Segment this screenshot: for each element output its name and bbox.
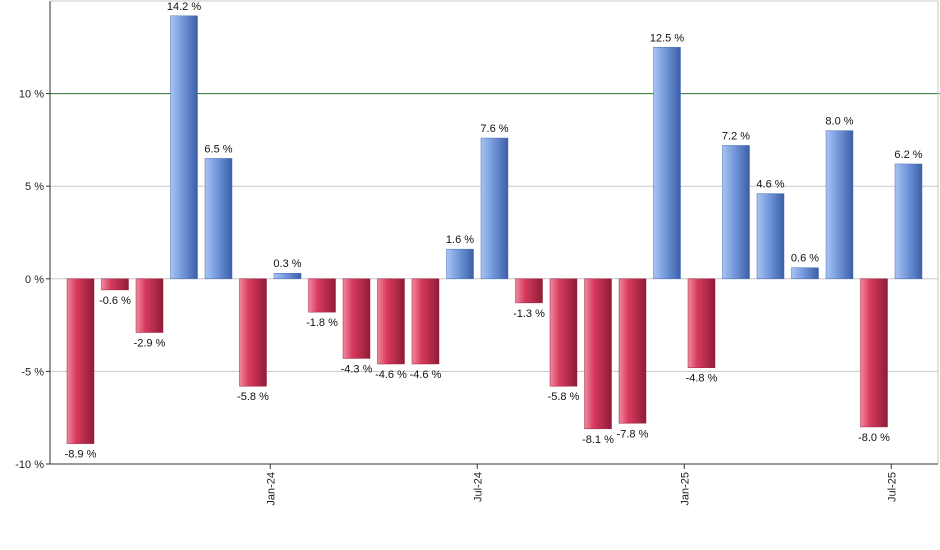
y-tick-label: -5 % [21, 366, 44, 378]
bar [860, 278, 888, 428]
x-tick-label: Jul-24 [472, 472, 484, 502]
y-tick-label: 10 % [19, 89, 44, 101]
data-label: -8.9 % [65, 449, 97, 461]
bar [66, 278, 95, 444]
data-label: 0.3 % [273, 258, 301, 270]
y-tick-label: 0 % [25, 274, 44, 286]
data-label: -5.8 % [548, 391, 580, 403]
data-label: 12.5 % [650, 32, 684, 44]
bar [515, 278, 543, 304]
bar [687, 278, 716, 368]
bar [101, 278, 129, 291]
bar [894, 163, 923, 280]
data-label: 0.6 % [791, 253, 819, 265]
data-label: 14.2 % [167, 1, 201, 13]
bar [308, 278, 336, 313]
bar [377, 278, 405, 365]
data-label: 6.2 % [894, 149, 922, 161]
bar [273, 272, 302, 280]
bar [584, 278, 612, 430]
data-label: 4.6 % [756, 179, 784, 191]
bar [722, 145, 750, 280]
data-label: -4.6 % [375, 369, 407, 381]
data-label: 7.6 % [480, 123, 508, 135]
data-labels: -8.9 % -0.6 % -2.9 % 14.2 % 6.5 % -5.8 % 0.3 %… [65, 1, 923, 461]
bar [446, 248, 474, 280]
bar [791, 267, 819, 280]
data-label: -8.1 % [582, 434, 614, 446]
data-label: 7.2 % [722, 130, 750, 142]
bar [756, 193, 785, 280]
bar [411, 278, 440, 365]
bar [825, 130, 854, 280]
data-label: -5.8 % [237, 391, 269, 403]
bar [549, 278, 578, 387]
data-label: 8.0 % [825, 116, 853, 128]
data-label: -1.8 % [306, 317, 338, 329]
bar [342, 278, 371, 359]
data-label: -7.8 % [617, 428, 649, 440]
data-label: -1.3 % [513, 308, 545, 320]
data-label: -4.8 % [686, 373, 718, 385]
data-label: -0.6 % [99, 295, 131, 307]
x-tick-label: Jul-25 [886, 472, 898, 502]
bar [618, 278, 647, 424]
y-tick-label: 5 % [25, 181, 44, 193]
bars [66, 15, 923, 444]
x-tick-label: Jan-25 [679, 472, 691, 506]
bar [170, 15, 198, 280]
axes: -10 % -5 % 0 % 5 % 10 % Jan-24 Jul-24 Jan-25 Jul… [15, 0, 939, 506]
x-tick-label: Jan-24 [265, 472, 277, 506]
data-label: -4.3 % [341, 363, 373, 375]
data-label: -8.0 % [858, 432, 890, 444]
bar [135, 278, 164, 333]
data-label: 6.5 % [204, 143, 232, 155]
bar [480, 137, 509, 280]
data-label: 1.6 % [446, 234, 474, 246]
bar [653, 47, 681, 280]
y-tick-label: -10 % [15, 459, 44, 471]
data-label: -2.9 % [134, 338, 166, 350]
bar [204, 158, 233, 280]
bar [239, 278, 267, 387]
data-label: -4.6 % [410, 369, 442, 381]
